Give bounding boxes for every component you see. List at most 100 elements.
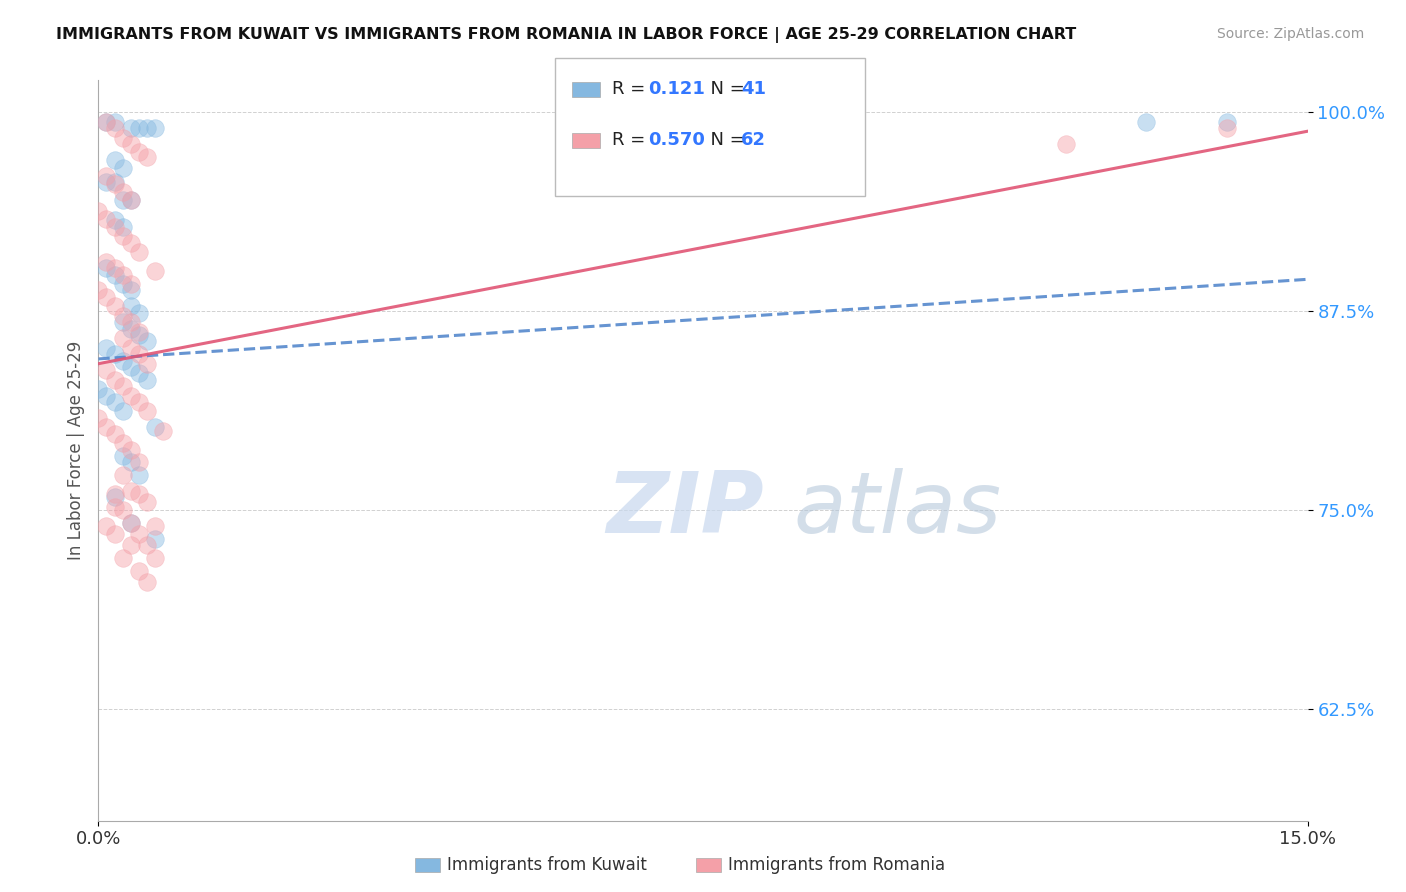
Text: R =: R =	[612, 80, 651, 98]
Point	[128, 325, 150, 339]
Point	[120, 359, 142, 374]
Text: N =: N =	[699, 80, 751, 98]
Point	[103, 373, 125, 387]
Point	[103, 299, 125, 313]
Point	[120, 484, 142, 499]
Point	[1216, 121, 1239, 136]
Point	[1054, 136, 1077, 151]
Point	[120, 388, 142, 402]
Point	[111, 468, 134, 483]
Point	[96, 114, 118, 128]
Point	[87, 382, 110, 396]
Point	[96, 519, 118, 533]
Point	[120, 121, 142, 136]
Point	[128, 455, 150, 469]
Point	[96, 261, 118, 276]
Text: 0.570: 0.570	[648, 131, 704, 149]
Point	[120, 315, 142, 329]
Point	[103, 153, 125, 167]
Point	[96, 290, 118, 304]
Text: Immigrants from Kuwait: Immigrants from Kuwait	[447, 856, 647, 874]
Point	[120, 299, 142, 313]
Point	[135, 495, 157, 509]
Point	[120, 455, 142, 469]
Point	[135, 404, 157, 418]
Point	[128, 366, 150, 380]
Text: 0.121: 0.121	[648, 80, 704, 98]
Point	[111, 161, 134, 175]
Point	[103, 426, 125, 441]
Point	[128, 245, 150, 260]
Point	[103, 114, 125, 128]
Text: 62: 62	[741, 131, 766, 149]
Point	[111, 315, 134, 329]
Point	[143, 532, 166, 546]
Point	[87, 284, 110, 298]
Text: N =: N =	[699, 131, 751, 149]
Point	[111, 130, 134, 145]
Point	[103, 527, 125, 541]
Point	[120, 136, 142, 151]
Text: ZIP: ZIP	[606, 468, 763, 551]
Point	[111, 449, 134, 463]
Point	[120, 321, 142, 335]
Point	[143, 420, 166, 434]
Point	[120, 516, 142, 530]
Point	[103, 500, 125, 514]
Point	[111, 193, 134, 207]
Point	[120, 516, 142, 530]
Point	[128, 487, 150, 501]
Point	[120, 193, 142, 207]
Point	[96, 114, 118, 128]
Point	[111, 353, 134, 368]
Point	[120, 277, 142, 291]
Point	[103, 177, 125, 191]
Point	[96, 363, 118, 377]
Point	[120, 193, 142, 207]
Point	[96, 175, 118, 189]
Text: 41: 41	[741, 80, 766, 98]
Point	[103, 261, 125, 276]
Point	[120, 341, 142, 355]
Point	[135, 373, 157, 387]
Point	[111, 404, 134, 418]
Point	[96, 420, 118, 434]
Point	[128, 468, 150, 483]
Point	[96, 341, 118, 355]
Point	[120, 442, 142, 457]
Point	[120, 235, 142, 250]
Point	[128, 527, 150, 541]
Text: Immigrants from Romania: Immigrants from Romania	[728, 856, 945, 874]
Point	[128, 347, 150, 361]
Point	[120, 538, 142, 552]
Point	[103, 491, 125, 505]
Point	[96, 211, 118, 226]
Point	[1216, 114, 1239, 128]
Point	[143, 550, 166, 565]
Point	[96, 388, 118, 402]
Point	[103, 268, 125, 282]
Point	[87, 203, 110, 218]
Point	[152, 424, 174, 438]
Point	[111, 503, 134, 517]
Point	[103, 121, 125, 136]
Point	[111, 229, 134, 244]
Point	[135, 357, 157, 371]
Point	[111, 185, 134, 199]
Point	[103, 347, 125, 361]
Point	[111, 268, 134, 282]
Point	[103, 213, 125, 227]
Point	[128, 306, 150, 320]
Point	[111, 550, 134, 565]
Point	[143, 519, 166, 533]
Point	[1135, 114, 1157, 128]
Point	[96, 169, 118, 183]
Point	[128, 328, 150, 343]
Point	[111, 331, 134, 345]
Point	[96, 254, 118, 268]
Point	[120, 284, 142, 298]
Point	[135, 121, 157, 136]
Text: Source: ZipAtlas.com: Source: ZipAtlas.com	[1216, 27, 1364, 41]
Text: IMMIGRANTS FROM KUWAIT VS IMMIGRANTS FROM ROMANIA IN LABOR FORCE | AGE 25-29 COR: IMMIGRANTS FROM KUWAIT VS IMMIGRANTS FRO…	[56, 27, 1077, 43]
Text: R =: R =	[612, 131, 651, 149]
